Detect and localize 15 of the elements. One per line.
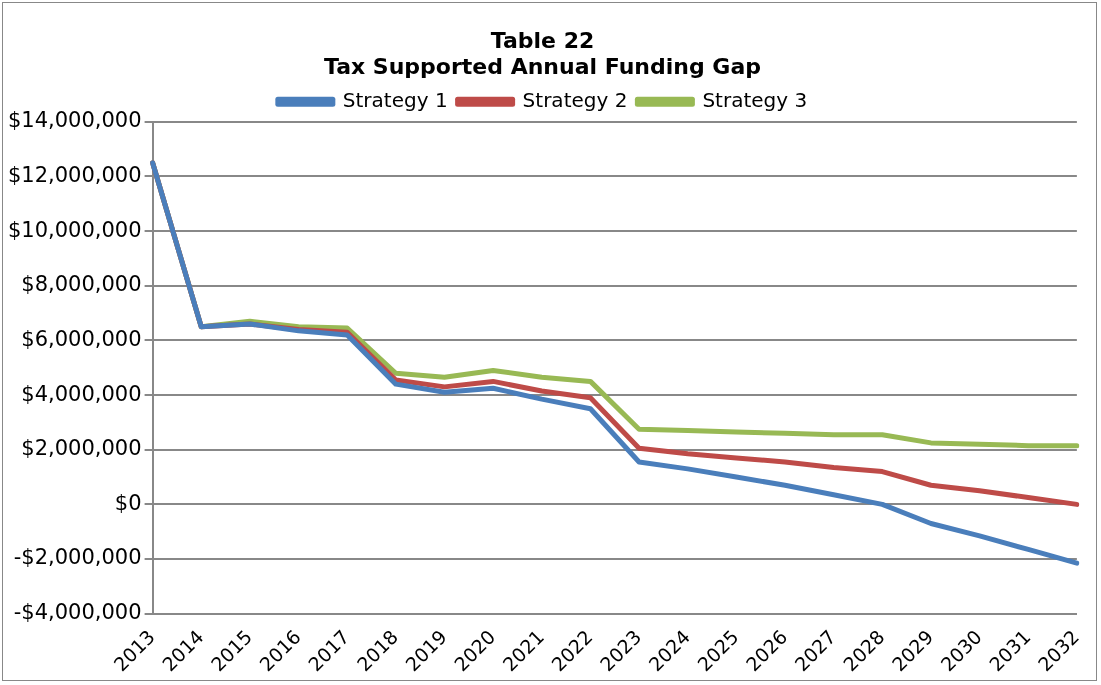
y-tick-label: $4,000,000 (21, 381, 142, 406)
y-tick-label: $6,000,000 (21, 326, 142, 351)
y-tick-label: $8,000,000 (21, 272, 142, 297)
y-tick-label: $12,000,000 (7, 162, 142, 187)
chart-title: Table 22 (490, 27, 595, 53)
legend-label: Strategy 1 (342, 88, 448, 112)
y-tick-label: -$4,000,000 (13, 600, 142, 625)
y-tick-label: $0 (114, 490, 142, 515)
y-tick-label: $2,000,000 (21, 436, 142, 461)
chart-subtitle: Tax Supported Annual Funding Gap (323, 54, 762, 80)
legend-label: Strategy 2 (522, 88, 628, 112)
y-tick-label: $10,000,000 (7, 217, 142, 242)
legend-label: Strategy 3 (702, 88, 808, 112)
y-tick-label: -$2,000,000 (13, 545, 142, 570)
y-tick-label: $14,000,000 (7, 108, 142, 133)
